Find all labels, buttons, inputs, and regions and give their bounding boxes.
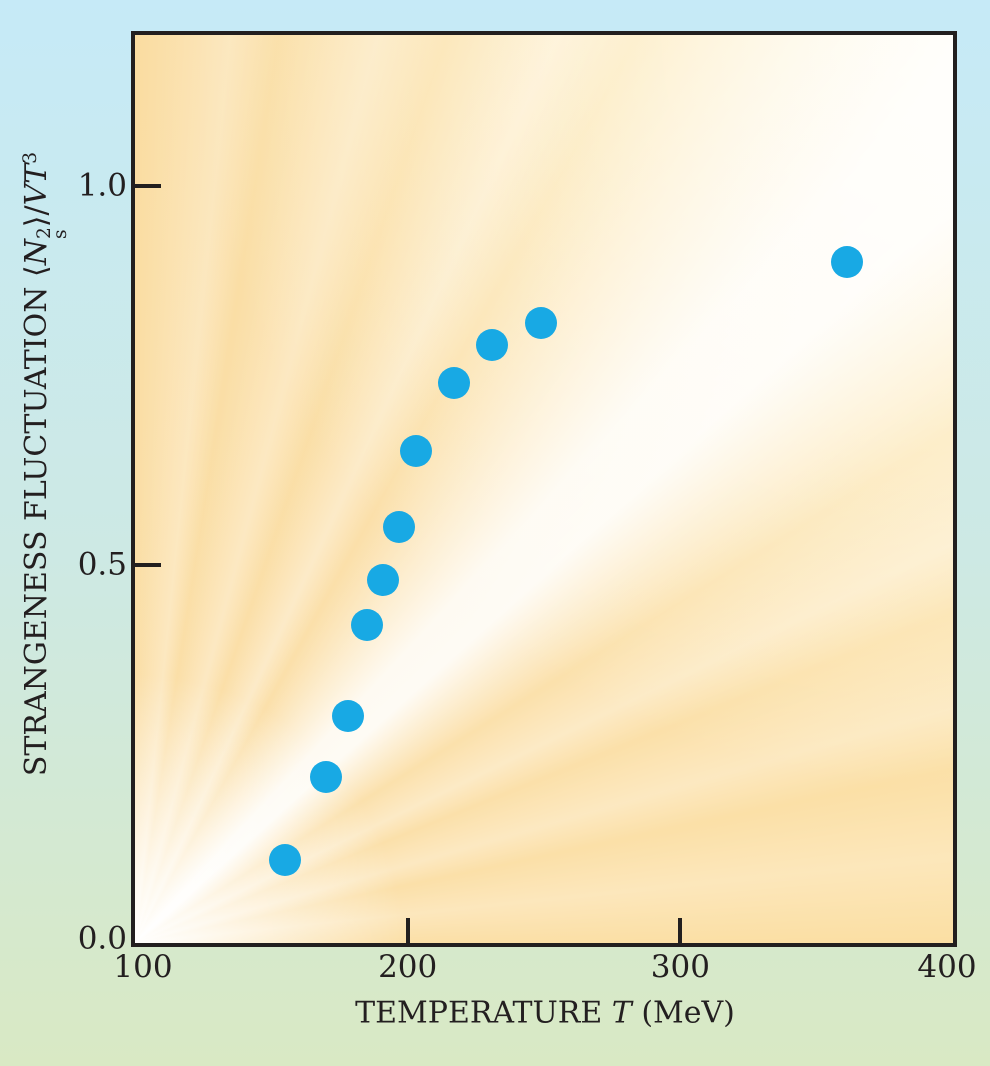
y-axis-symbol-N: N [19,239,55,266]
data-point [525,306,558,339]
y-axis-title: STRANGENESS FLUCTUATION ⟨N 2 s ⟩/VT3 [19,151,72,777]
x-tick-mark [678,918,683,943]
data-point [367,563,400,596]
x-tick-label: 200 [378,949,438,985]
data-point [331,700,364,732]
y-tick-mark [135,184,161,189]
data-point [383,510,416,543]
x-tick-mark [405,918,410,943]
data-point [438,367,471,400]
y-tick-label: 0.0 [77,920,127,957]
y-tick-mark [135,562,161,567]
data-point [830,246,863,278]
y-tick-label: 0.5 [77,546,127,583]
x-axis-title: TEMPERATURE T (MeV) [355,996,735,1031]
y-axis-symbol-VT: VT [19,163,55,206]
x-tick-label: 400 [917,949,977,985]
x-axis-title-text: TEMPERATURE [355,995,612,1031]
x-axis-symbol-T: T [611,995,632,1031]
x-tick-label: 100 [113,949,173,985]
data-point [476,329,509,362]
plot-area [131,31,957,947]
data-point [309,760,342,793]
y-axis-subscript: s [50,229,72,240]
data-point [350,609,383,642]
x-axis-title-units: (MeV) [631,995,735,1031]
y-axis-title-text: STRANGENESS FLUCTUATION ⟨ [19,265,55,777]
x-tick-label: 300 [650,949,710,985]
y-tick-label: 1.0 [77,167,127,204]
y-axis-divider: ⟩/ [19,205,55,228]
data-point [399,435,432,468]
data-point [268,843,301,876]
y-axis-exponent: 3 [19,151,41,164]
